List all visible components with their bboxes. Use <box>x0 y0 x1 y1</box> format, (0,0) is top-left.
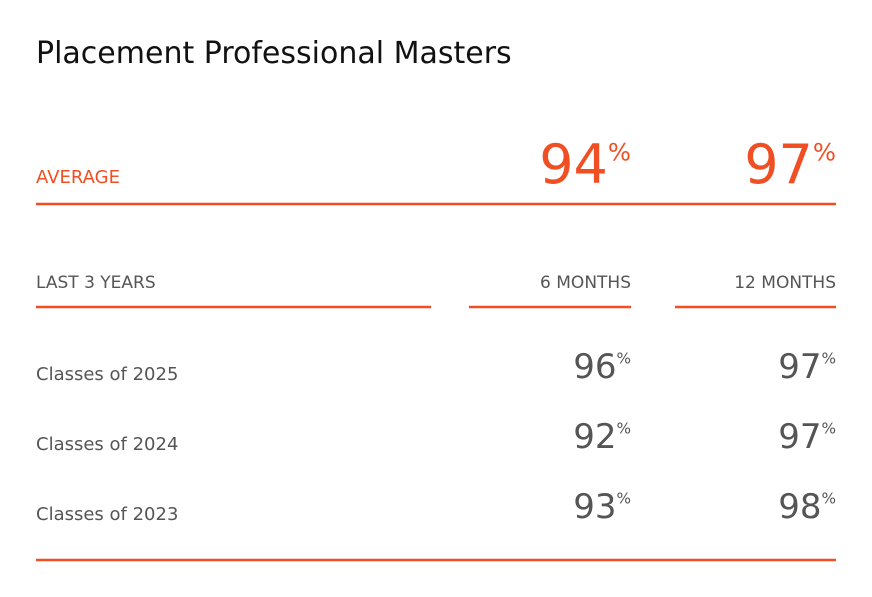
value-number: 92 <box>573 417 616 457</box>
value-unit: % <box>821 420 836 438</box>
value-number: 97 <box>778 417 821 457</box>
percent-value: 93% <box>573 487 631 527</box>
header-label: LAST 3 YEARS <box>36 273 156 293</box>
percent-value: 98% <box>778 487 836 527</box>
percent-value: 92% <box>573 417 631 457</box>
percent-value: 97% <box>778 417 836 457</box>
row-label: Classes of 2025 <box>36 364 178 385</box>
value-unit: % <box>616 350 631 368</box>
percent-value: 96% <box>573 347 631 387</box>
percent-value: 94% <box>539 133 631 196</box>
percent-value: 97% <box>778 347 836 387</box>
value-number: 93 <box>573 487 616 527</box>
value-unit: % <box>821 350 836 368</box>
value-number: 97 <box>744 133 813 196</box>
value-number: 96 <box>573 347 616 387</box>
value-unit: % <box>616 490 631 508</box>
value-unit: % <box>821 490 836 508</box>
value-number: 97 <box>778 347 821 387</box>
row-label: Classes of 2023 <box>36 504 178 525</box>
column-header: 12 MONTHS <box>734 273 836 293</box>
value-unit: % <box>608 137 631 166</box>
average-label: AVERAGE <box>36 167 120 188</box>
value-unit: % <box>616 420 631 438</box>
value-number: 98 <box>778 487 821 527</box>
row-label: Classes of 2024 <box>36 434 178 455</box>
value-unit: % <box>813 137 836 166</box>
percent-value: 97% <box>744 133 836 196</box>
column-header: 6 MONTHS <box>540 273 631 293</box>
title: Placement Professional Masters <box>36 36 512 71</box>
value-number: 94 <box>539 133 608 196</box>
